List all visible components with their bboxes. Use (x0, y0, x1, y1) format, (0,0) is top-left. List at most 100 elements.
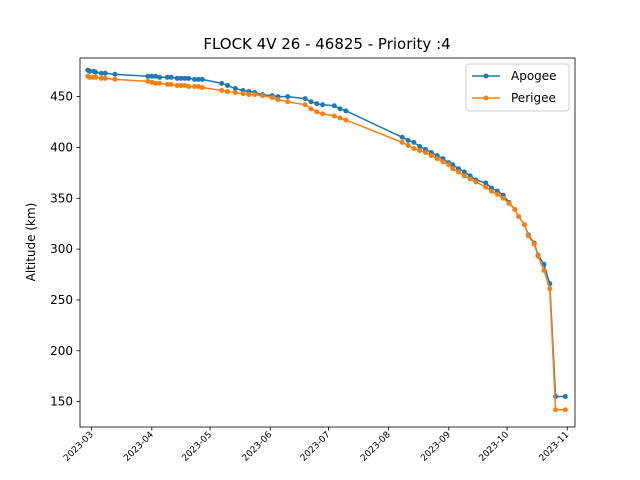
data-point-perigee (535, 253, 541, 259)
data-point-apogee (562, 394, 568, 399)
data-point-perigee (252, 92, 258, 98)
data-point-perigee (516, 214, 522, 220)
data-point-perigee (467, 176, 473, 182)
data-point-apogee (232, 86, 238, 91)
data-point-perigee (168, 81, 174, 87)
data-point-apogee (337, 106, 343, 112)
data-point-perigee (192, 83, 198, 89)
data-point-perigee (199, 84, 205, 90)
legend-swatch-marker (483, 95, 489, 101)
data-point-apogee (93, 69, 99, 75)
y-axis-label: Altitude (km) (24, 203, 38, 282)
data-point-perigee (522, 222, 528, 228)
data-point-perigee (195, 83, 201, 89)
data-point-perigee (473, 179, 479, 185)
data-point-perigee (512, 206, 518, 212)
legend-label: Apogee (511, 69, 557, 83)
data-point-apogee (225, 82, 231, 88)
data-point-perigee (483, 184, 489, 190)
x-tick-label: 2023-06 (241, 430, 275, 464)
data-point-perigee (259, 93, 265, 99)
data-point-perigee (178, 82, 184, 88)
data-point-perigee (219, 88, 225, 94)
data-point-apogee (314, 101, 320, 107)
data-point-apogee (399, 134, 405, 140)
data-point-perigee (423, 150, 429, 156)
y-tick-label: 350 (50, 191, 73, 205)
data-point-apogee (195, 76, 201, 82)
data-point-apogee (149, 73, 155, 79)
data-point-perigee (331, 113, 337, 119)
y-tick-label: 150 (50, 395, 73, 409)
data-point-apogee (174, 75, 180, 81)
legend: Apogee Perigee (465, 63, 570, 112)
series-layer (85, 67, 568, 413)
data-point-perigee (343, 117, 349, 123)
data-point-apogee (302, 96, 308, 102)
data-point-perigee (174, 82, 180, 88)
x-tick-label: 2023-08 (359, 430, 393, 464)
data-point-perigee (541, 267, 547, 273)
data-point-perigee (275, 97, 281, 103)
data-point-apogee (153, 73, 159, 79)
y-tick-label: 200 (50, 344, 73, 358)
series-line-apogee (87, 69, 566, 398)
data-point-perigee (246, 92, 252, 98)
data-point-perigee (314, 109, 320, 115)
data-point-apogee (219, 80, 225, 86)
data-point-perigee (93, 74, 99, 80)
data-point-perigee (337, 115, 343, 121)
legend-label: Perigee (511, 91, 556, 105)
data-point-perigee (182, 82, 188, 88)
data-point-apogee (308, 99, 314, 105)
data-point-perigee (269, 95, 275, 101)
data-point-perigee (531, 241, 537, 247)
data-point-perigee (562, 407, 568, 413)
x-tick-label: 2023-11 (538, 430, 572, 464)
data-point-perigee (164, 81, 170, 87)
data-point-perigee (98, 75, 104, 81)
data-point-apogee (87, 68, 93, 74)
data-point-perigee (149, 79, 155, 85)
data-point-perigee (308, 106, 314, 112)
data-point-apogee (461, 169, 467, 175)
x-tick-label: 2023-10 (478, 430, 512, 464)
data-point-apogee (450, 162, 456, 168)
data-point-apogee (168, 74, 174, 80)
data-point-apogee (405, 137, 411, 143)
data-point-apogee (331, 103, 337, 109)
data-point-apogee (343, 108, 349, 114)
data-point-perigee (547, 286, 553, 292)
data-point-perigee (87, 74, 93, 80)
data-point-perigee (525, 233, 531, 239)
y-tick-label: 300 (50, 242, 73, 256)
data-point-apogee (102, 70, 108, 76)
data-point-perigee (302, 102, 308, 108)
x-tick-label: 2023-09 (419, 430, 453, 464)
data-point-perigee (494, 191, 500, 197)
data-point-perigee (405, 142, 411, 148)
y-tick-label: 450 (50, 90, 73, 104)
data-point-perigee (450, 166, 456, 172)
data-point-perigee (285, 99, 291, 105)
data-point-apogee (411, 139, 417, 145)
plot-area-frame (79, 57, 576, 428)
x-tick-label: 2023-03 (62, 430, 96, 464)
x-tick-label: 2023-04 (122, 430, 156, 464)
data-point-perigee (428, 153, 434, 159)
data-point-apogee (199, 76, 205, 82)
chart-title: FLOCK 4V 26 - 46825 - Priority :4 (203, 35, 450, 53)
data-point-perigee (489, 188, 495, 194)
data-point-apogee (417, 143, 423, 149)
axis-ticks: 150 200 250 300 350 400 450 2023-03 2023-04 2023-… (50, 90, 571, 464)
y-tick-label: 400 (50, 140, 73, 154)
x-tick-label: 2023-07 (299, 430, 333, 464)
data-point-perigee (240, 91, 246, 97)
data-point-apogee (98, 70, 104, 76)
data-point-perigee (446, 162, 452, 168)
data-point-apogee (164, 74, 170, 80)
data-point-perigee (417, 148, 423, 153)
data-point-perigee (320, 111, 326, 117)
data-point-perigee (506, 200, 512, 206)
